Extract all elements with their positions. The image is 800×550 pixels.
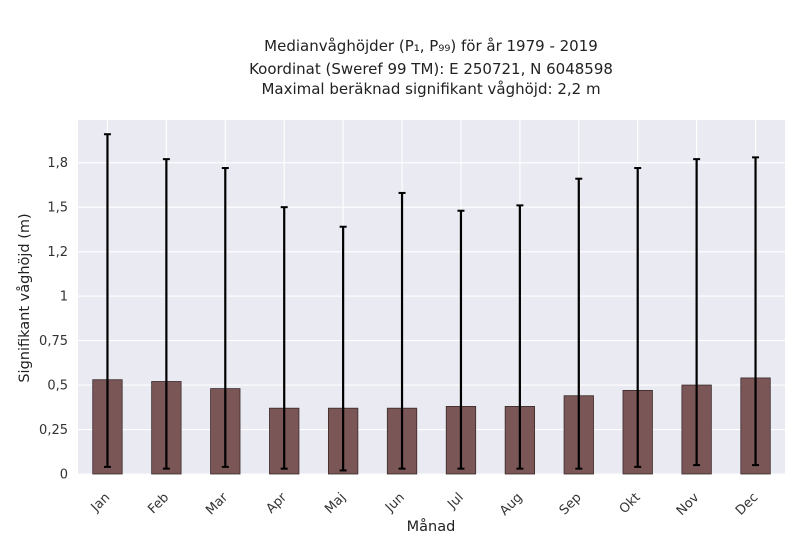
x-tick-label: Dec xyxy=(733,490,761,518)
y-tick-label: 1,2 xyxy=(47,245,68,260)
chart-subtitle-line: Koordinat (Sweref 99 TM): E 250721, N 60… xyxy=(249,60,613,78)
x-axis-ticks: Jan Feb Mar Apr Maj Jun Jul Aug Sep Okt Nov Dec xyxy=(88,490,762,519)
x-tick-label: Feb xyxy=(145,490,172,517)
x-tick-label: Jan xyxy=(88,490,113,515)
y-tick-label: 0,5 xyxy=(47,379,68,394)
chart-subtitle-line: Maximal beräknad signifikant våghöjd: 2,… xyxy=(261,80,600,98)
x-tick-label: Okt xyxy=(617,490,644,517)
y-axis-label: Signifikant våghöjd (m) xyxy=(16,213,33,382)
y-axis-ticks: 0 0,25 0,5 0,75 1 1,2 1,5 1,8 xyxy=(39,156,68,482)
x-axis-label: Månad xyxy=(407,518,456,535)
y-grid xyxy=(78,162,785,475)
y-tick-label: 1 xyxy=(60,290,68,305)
x-tick-label: Maj xyxy=(322,490,349,517)
x-tick-label: Jul xyxy=(444,490,466,512)
x-tick-label: Jun xyxy=(382,490,408,516)
x-tick-label: Aug xyxy=(497,490,526,519)
error-bars xyxy=(103,133,760,472)
chart-title-line: Medianvåghöjder (P₁, P₉₉) för år 1979 - … xyxy=(264,37,598,55)
y-tick-label: 0,25 xyxy=(39,423,68,438)
x-tick-label: Nov xyxy=(674,490,703,519)
plot-area xyxy=(78,120,785,474)
x-tick-label: Sep xyxy=(557,490,585,518)
y-tick-label: 0,75 xyxy=(39,334,68,349)
y-tick-label: 0 xyxy=(60,468,68,483)
x-tick-label: Mar xyxy=(203,490,231,518)
chart-title: Medianvåghöjder (P₁, P₉₉) för år 1979 - … xyxy=(249,37,613,98)
y-tick-label: 1,8 xyxy=(47,156,68,171)
y-tick-label: 1,5 xyxy=(47,201,68,216)
x-tick-label: Apr xyxy=(264,490,291,517)
